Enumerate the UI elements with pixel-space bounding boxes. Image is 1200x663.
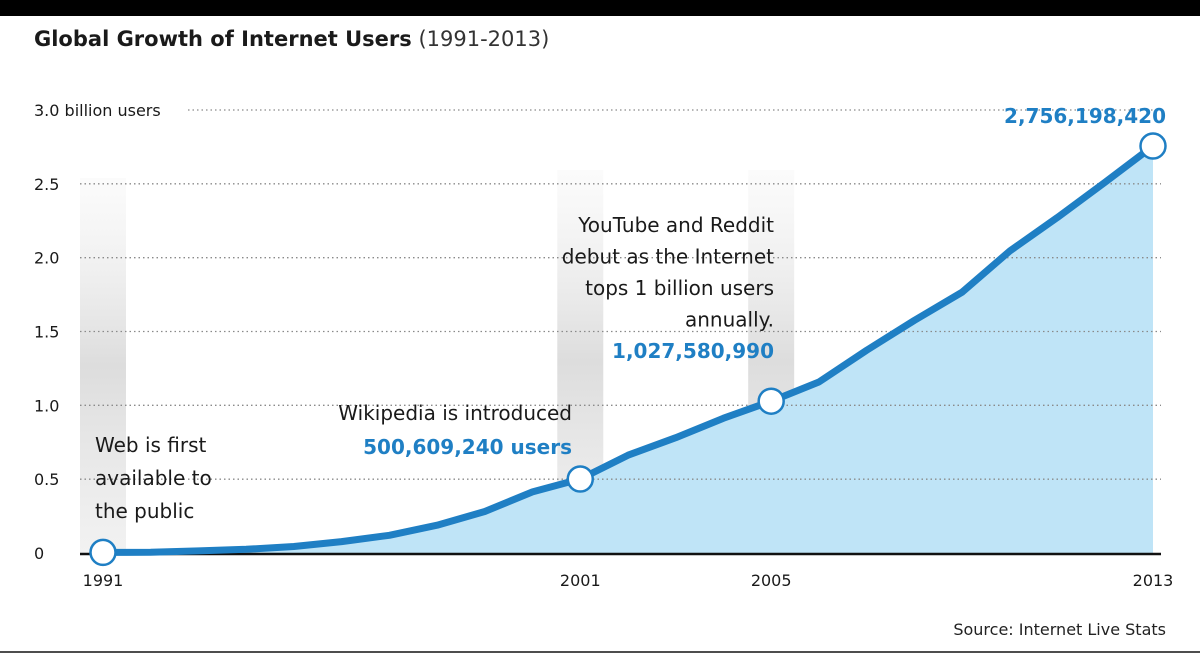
annotation-2013-value: 2,756,198,420 (1004, 104, 1166, 128)
y-tick-label-2-5: 2.5 (34, 175, 59, 194)
annotation-2005-value: 1,027,580,990 (612, 339, 774, 363)
annotation-2005-line-3: tops 1 billion users (585, 276, 774, 300)
y-tick-label-3: 3.0 billion users (34, 101, 161, 120)
highlight-band-1991 (80, 178, 126, 553)
y-tick-label-1-5: 1.5 (34, 323, 59, 342)
annotation-2005-line-1: YouTube and Reddit (577, 213, 774, 237)
annotation-1991-line-3: the public (95, 499, 194, 523)
marker-2001 (566, 465, 595, 493)
series-area (103, 146, 1153, 553)
series-line (99, 142, 1157, 556)
annotation-2001-line-1: Wikipedia is introduced (338, 401, 572, 425)
annotation-2001-value: 500,609,240 users (363, 435, 572, 459)
top-bar (0, 0, 1200, 16)
annotation-1991-line-1: Web is first (95, 433, 207, 457)
annotation-2005-line-4: annually. (685, 308, 774, 332)
x-tick-label-2013: 2013 (1133, 571, 1174, 590)
chart-title: Global Growth of Internet Users (1991-20… (34, 27, 549, 51)
annotation-1991-line-2: available to (95, 466, 212, 490)
marker-2005 (757, 387, 785, 415)
marker-2013 (1139, 132, 1167, 160)
annotation-2005-line-2: debut as the Internet (562, 245, 774, 269)
x-tick-label-2005: 2005 (751, 571, 792, 590)
x-tick-label-1991: 1991 (83, 571, 124, 590)
chart-title-sub: (1991-2013) (418, 27, 550, 51)
y-tick-label-0: 0 (34, 544, 44, 563)
bottom-rule (0, 651, 1200, 653)
x-tick-label-2001: 2001 (560, 571, 601, 590)
chart-title-main: Global Growth of Internet Users (34, 27, 412, 51)
y-tick-label-0-5: 0.5 (34, 470, 59, 489)
y-tick-label-1: 1.0 (34, 396, 59, 415)
marker-1991 (89, 538, 117, 567)
y-tick-label-2: 2.0 (34, 249, 59, 268)
source-note: Source: Internet Live Stats (953, 620, 1166, 639)
